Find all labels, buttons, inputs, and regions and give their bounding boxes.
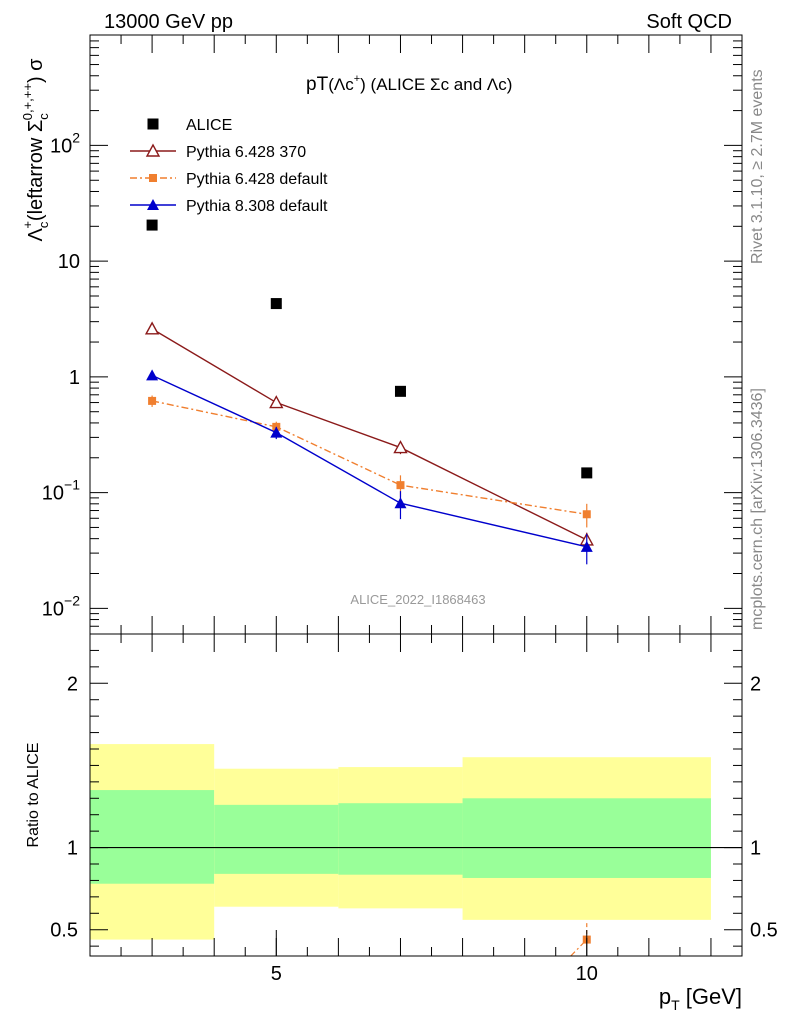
legend-label: Pythia 8.308 default xyxy=(186,198,328,215)
data-point xyxy=(396,481,405,490)
analysis-watermark: ALICE_2022_I1868463 xyxy=(350,592,485,607)
data-point xyxy=(148,396,157,405)
ylabel-sup2: 0,+,++ xyxy=(20,83,35,120)
ylabel-sub2: c xyxy=(36,113,51,120)
x-label-base: p xyxy=(659,984,671,1009)
series-line xyxy=(151,328,588,541)
ratio-y-axis-label: Ratio to ALICE xyxy=(25,743,42,848)
x-label-sub: T xyxy=(671,997,680,1013)
ratio-band-green xyxy=(462,798,711,878)
legend-marker xyxy=(147,118,159,130)
ratio-band-green xyxy=(338,803,463,875)
series-2 xyxy=(148,395,591,528)
series-1 xyxy=(144,321,594,549)
y-tick-exp: −1 xyxy=(64,477,80,493)
ratio-y-tick-label-left: 2 xyxy=(67,673,78,695)
header-right: Soft QCD xyxy=(646,11,732,33)
y-tick-base: 10 xyxy=(50,135,72,157)
ylabel-sup: + xyxy=(20,221,35,229)
main-y-axis-label: Λc+(leftarrow Σc0,+,++) σ xyxy=(20,58,51,242)
ylabel-base: Λ xyxy=(25,228,47,242)
data-point xyxy=(581,467,593,479)
ratio-y-tick-label-right: 1 xyxy=(750,838,761,860)
y-tick-base: 10 xyxy=(42,483,64,505)
data-point xyxy=(582,510,591,519)
ratio-y-tick-label-right: 0.5 xyxy=(750,920,778,942)
y-tick-base: 1 xyxy=(69,367,80,389)
ratio-marks xyxy=(90,744,742,957)
x-label-unit: [GeV] xyxy=(680,984,742,1009)
legend-label: Pythia 6.428 370 xyxy=(186,144,306,161)
data-point xyxy=(394,497,407,509)
ratio-y-tick-label-left: 1 xyxy=(67,838,78,860)
data-point xyxy=(580,540,593,552)
ratio-frame xyxy=(89,633,743,957)
legend-label: ALICE xyxy=(186,117,232,134)
main-marks xyxy=(144,219,594,565)
data-point xyxy=(394,385,406,397)
ratio-band-green xyxy=(214,804,339,874)
y-tick-label: 10 xyxy=(58,251,80,273)
mcplots-label: mcplots.cern.ch [arXiv:1306.3436] xyxy=(749,388,766,630)
rivet-version-label: Rivet 3.1.10, ≥ 2.7M events xyxy=(749,69,766,264)
x-axis-label: pT [GeV] xyxy=(659,984,742,1013)
ylabel-end: ) σ xyxy=(25,58,47,83)
y-tick-exp: −2 xyxy=(64,592,80,608)
ratio-y-tick-label-right: 2 xyxy=(750,673,761,695)
legend-marker xyxy=(145,143,161,157)
y-tick-base: 10 xyxy=(42,598,64,620)
y-tick-label: 102 xyxy=(50,129,80,157)
data-point xyxy=(146,219,158,231)
y-tick-label: 10−1 xyxy=(42,477,80,505)
x-tick-label: 10 xyxy=(576,963,598,985)
data-point xyxy=(393,440,408,454)
ratio-panel: 0.5 0.5 1 1 2 2 5 10 Ratio to ALICE pT [GeV] xyxy=(25,633,778,1013)
series-line xyxy=(151,400,587,515)
series-3 xyxy=(146,369,593,565)
legend-marker xyxy=(147,199,159,210)
series-line xyxy=(151,374,587,548)
data-point xyxy=(270,426,283,438)
data-point xyxy=(146,369,159,381)
header-left: 13000 GeV pp xyxy=(104,11,233,33)
main-title: pT(Λc+) (ALICE Σc and Λc) xyxy=(306,73,512,95)
ylabel-sub: c xyxy=(36,221,51,228)
y-tick-exp: 2 xyxy=(72,129,80,145)
ratio-band-green xyxy=(90,790,215,884)
legend: ALICE Pythia 6.428 370 Pythia 6.428 defaul… xyxy=(130,117,328,215)
y-tick-label: 10−2 xyxy=(42,592,80,620)
legend-marker xyxy=(149,174,157,182)
ratio-axis-ticks: 0.5 0.5 1 1 2 2 5 10 xyxy=(50,634,778,985)
data-point xyxy=(270,298,282,310)
data-point xyxy=(269,395,284,409)
legend-label: Pythia 6.428 default xyxy=(186,171,328,188)
y-tick-label: 1 xyxy=(69,367,80,389)
ratio-y-tick-label-left: 0.5 xyxy=(50,920,78,942)
data-point xyxy=(144,321,160,335)
y-tick-base: 10 xyxy=(58,251,80,273)
ylabel-mid: (leftarrow Σ xyxy=(25,120,47,221)
x-tick-label: 5 xyxy=(271,963,282,985)
series-0 xyxy=(146,219,593,479)
